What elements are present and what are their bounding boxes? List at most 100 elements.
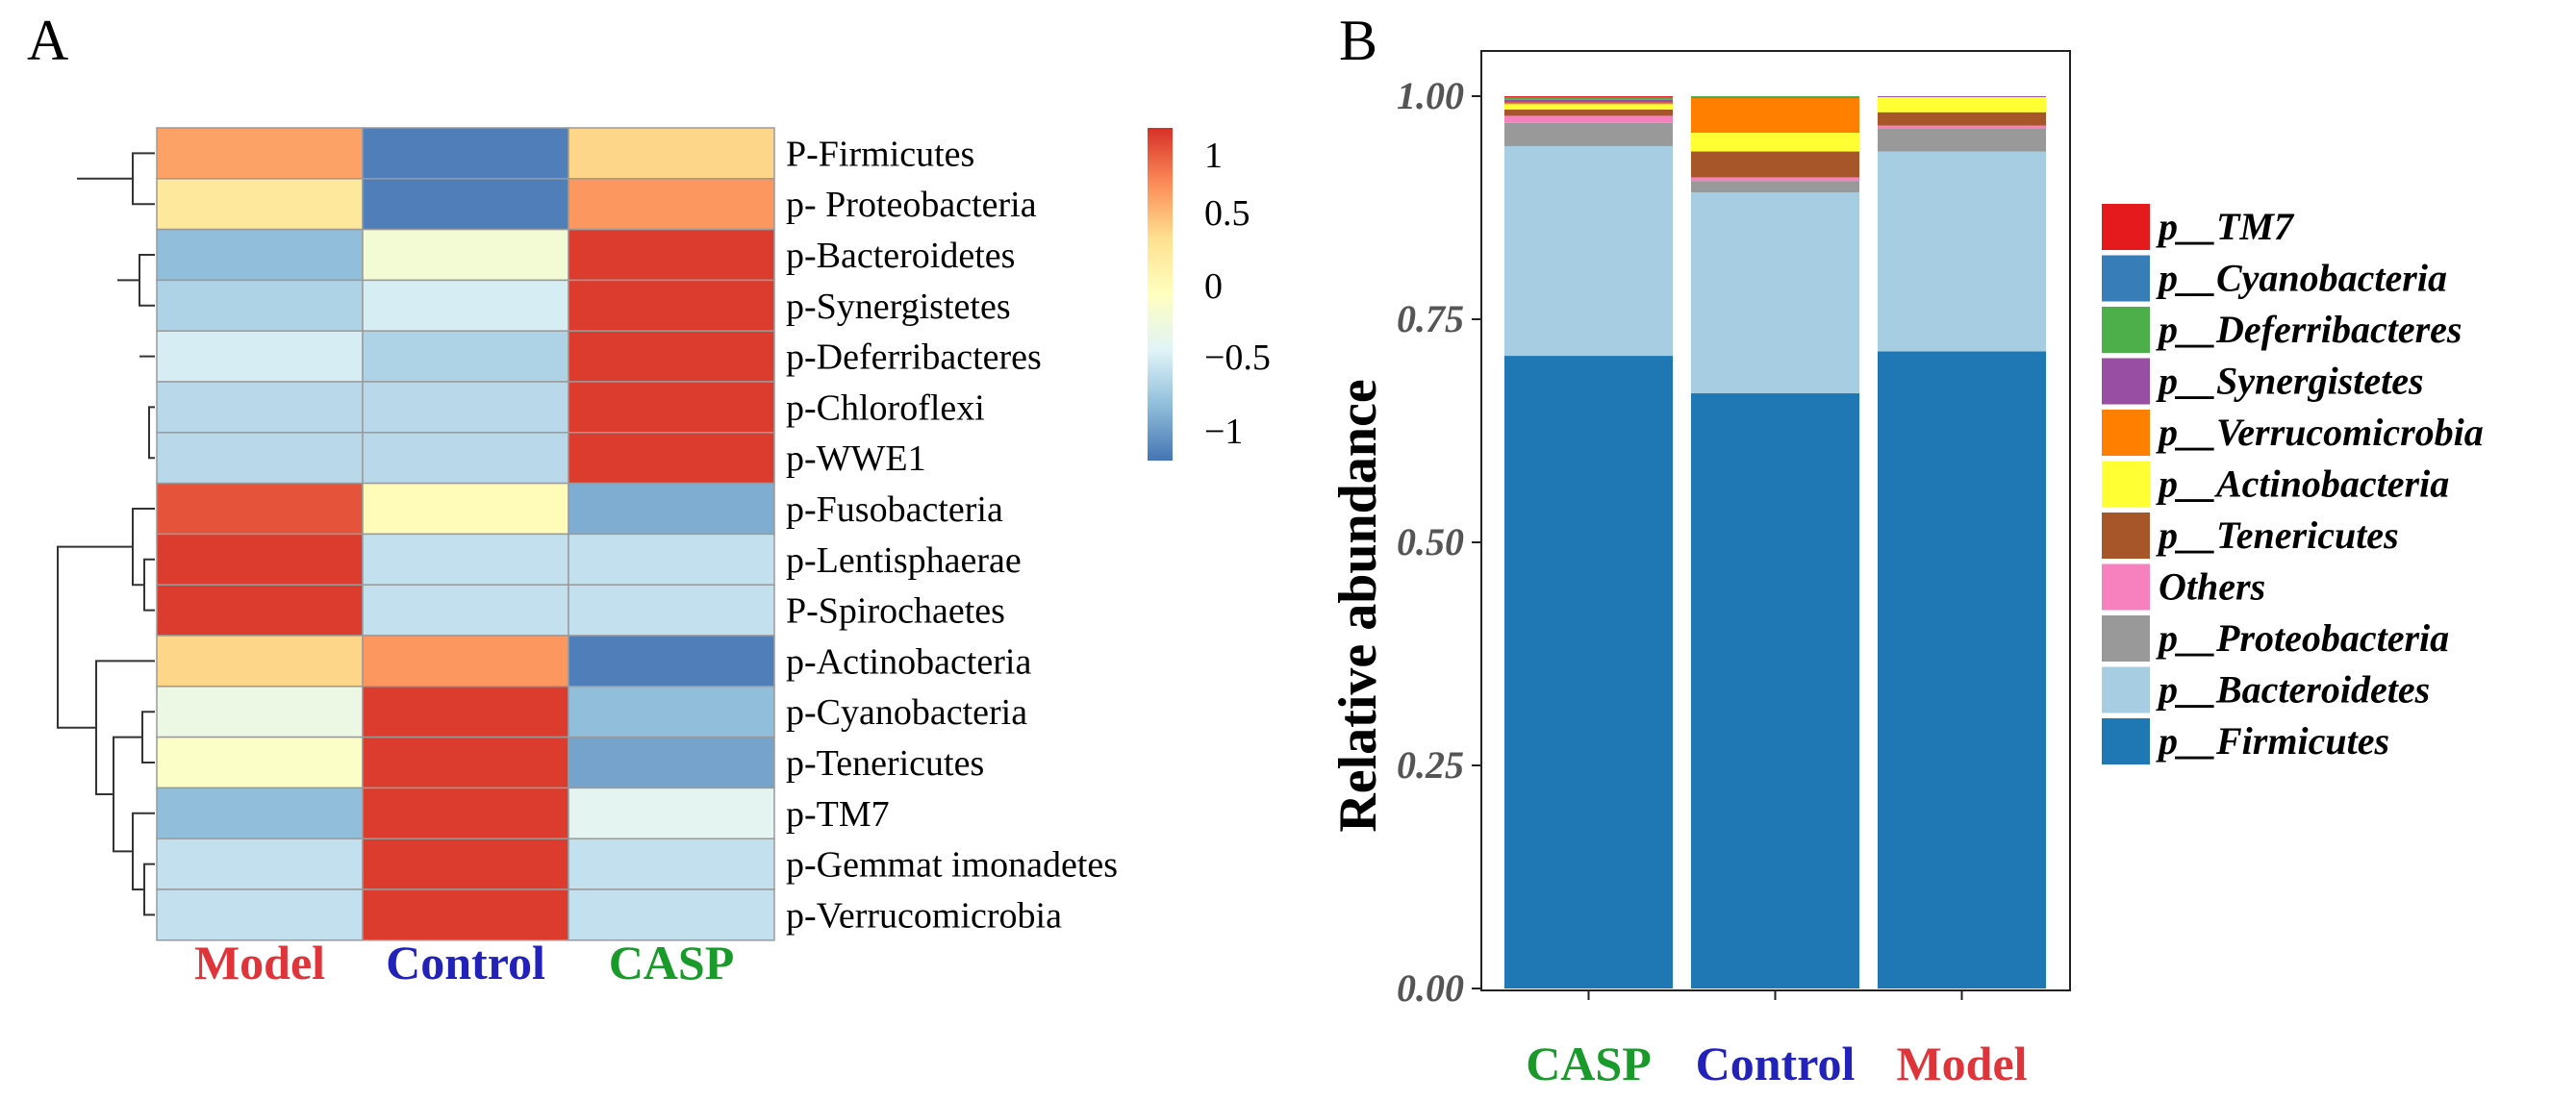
legend-swatch bbox=[2102, 718, 2150, 764]
y-tick-label: 0.75 bbox=[1397, 297, 1464, 340]
heatmap-cell bbox=[156, 635, 364, 688]
bar-segment bbox=[1504, 102, 1673, 105]
heatmap-cell bbox=[362, 482, 569, 536]
heatmap-cell bbox=[362, 686, 569, 738]
color-scale-bar bbox=[1148, 128, 1173, 461]
heatmap-cell bbox=[156, 432, 364, 485]
heatmap-cell bbox=[568, 533, 775, 586]
color-scale-tick: −1 bbox=[1204, 412, 1243, 452]
heatmap-row-label: p-Fusobacteria bbox=[786, 489, 1003, 530]
heatmap-color-legend: 1 0.5 0 −0.5 −1 bbox=[1148, 128, 1271, 461]
heatmap-cell bbox=[362, 279, 569, 332]
heatmap-row-labels: P-Firmicutes p- Proteobacteria p-Bacteroid… bbox=[786, 134, 1118, 936]
heatmap-cell bbox=[156, 381, 364, 434]
heatmap-cell bbox=[156, 736, 364, 789]
color-scale-tick: 0.5 bbox=[1204, 193, 1250, 234]
heatmap-cell bbox=[362, 228, 569, 282]
bar-segment bbox=[1878, 112, 2046, 126]
x-axis: CASP Control Model bbox=[1526, 990, 2028, 1090]
legend-label: p__Verrucomicrobia bbox=[2156, 411, 2484, 454]
heatmap-cell bbox=[362, 533, 569, 586]
legend-label: p__Actinobacteria bbox=[2156, 463, 2449, 506]
bar-stacks bbox=[1504, 96, 2046, 989]
heatmap-row-label: p-Deferribacteres bbox=[786, 338, 1042, 378]
bar-segment bbox=[1504, 97, 1673, 100]
legend-swatch bbox=[2102, 513, 2150, 559]
legend-swatch bbox=[2102, 666, 2150, 713]
heatmap-cell bbox=[568, 228, 775, 282]
bar-segment bbox=[1504, 96, 1673, 98]
stacked-bar-panel: 0.00 0.25 0.50 0.75 1.00 CASP Control Model Re… bbox=[1328, 50, 2484, 1090]
bar-segment bbox=[1691, 393, 1859, 988]
panel-a-label: A bbox=[27, 9, 68, 72]
bar-legend: p__TM7 p__Cyanobacteria p__Deferribacteres… bbox=[2102, 204, 2484, 764]
heatmap-cell bbox=[362, 888, 569, 941]
legend-swatch bbox=[2102, 615, 2150, 662]
legend-swatch bbox=[2102, 563, 2150, 611]
y-tick-label: 0.50 bbox=[1397, 520, 1464, 563]
heatmap-cell bbox=[568, 432, 775, 485]
heatmap-row-label: p-TM7 bbox=[786, 794, 890, 835]
bar-segment bbox=[1691, 177, 1859, 182]
heatmap-cell bbox=[362, 432, 569, 485]
heatmap-panel: P-Firmicutes p- Proteobacteria p-Bacteroid… bbox=[58, 128, 1271, 989]
heatmap-cell bbox=[156, 787, 364, 839]
bar-segment bbox=[1504, 109, 1673, 116]
heatmap-cell bbox=[362, 330, 569, 383]
heatmap-row-label: p-WWE1 bbox=[786, 438, 926, 479]
bar-segment bbox=[1878, 96, 2046, 97]
heatmap-cells bbox=[156, 127, 775, 941]
bar-segment bbox=[1691, 192, 1859, 394]
bar-segment bbox=[1691, 96, 1859, 98]
heatmap-row-label: p-Lentisphaerae bbox=[786, 540, 1022, 581]
heatmap-cell bbox=[156, 482, 364, 536]
heatmap-cell bbox=[156, 127, 364, 180]
heatmap-cell bbox=[156, 533, 364, 586]
bar-segment bbox=[1878, 351, 2046, 989]
heatmap-row-label: p-Tenericutes bbox=[786, 743, 984, 784]
x-tick-label: CASP bbox=[1526, 1037, 1652, 1090]
heatmap-cell bbox=[568, 381, 775, 434]
heatmap-cell bbox=[568, 686, 775, 738]
bar-segment bbox=[1504, 122, 1673, 146]
legend-swatch bbox=[2102, 204, 2150, 250]
legend-label: p__Proteobacteria bbox=[2156, 616, 2449, 660]
legend-label: p__Deferribacteres bbox=[2156, 308, 2462, 351]
legend-swatch bbox=[2102, 358, 2150, 405]
heatmap-column-label: Model bbox=[194, 936, 325, 989]
dendrogram-branch bbox=[95, 660, 155, 795]
heatmap-row-label: p-Actinobacteria bbox=[786, 641, 1031, 682]
legend-label: p__Tenericutes bbox=[2156, 513, 2399, 557]
dendrogram-branch bbox=[132, 152, 155, 206]
bar-segment bbox=[1691, 96, 1859, 97]
dendrogram-branch bbox=[143, 558, 155, 612]
dendrogram-branch bbox=[57, 545, 133, 729]
bar-segment bbox=[1878, 151, 2046, 352]
heatmap-cell bbox=[156, 838, 364, 890]
legend-swatch bbox=[2102, 410, 2150, 456]
dendrogram-branch bbox=[148, 406, 155, 460]
heatmap-row-label: p-Verrucomicrobia bbox=[786, 895, 1062, 936]
legend-label: p__Cyanobacteria bbox=[2156, 257, 2447, 300]
bar-segment bbox=[1504, 115, 1673, 123]
heatmap-cell bbox=[568, 178, 775, 231]
panel-b-label: B bbox=[1339, 9, 1377, 72]
bar-segment bbox=[1878, 96, 2046, 113]
y-axis: 0.00 0.25 0.50 0.75 1.00 bbox=[1397, 74, 1481, 1010]
bar-segment bbox=[1691, 97, 1859, 134]
y-tick-label: 1.00 bbox=[1397, 74, 1464, 117]
heatmap-row-label: p-Bacteroidetes bbox=[786, 236, 1015, 276]
heatmap-cell bbox=[568, 279, 775, 332]
heatmap-column-label: Control bbox=[386, 936, 545, 989]
heatmap-cell bbox=[156, 888, 364, 941]
dendrogram-branch bbox=[143, 863, 155, 916]
heatmap-cell bbox=[362, 787, 569, 839]
heatmap-row-label: p- Proteobacteria bbox=[786, 185, 1037, 225]
heatmap-row-label: p-Synergistetes bbox=[786, 287, 1011, 327]
legend-label: p__TM7 bbox=[2156, 205, 2295, 248]
row-dendrogram bbox=[57, 152, 155, 916]
heatmap-cell bbox=[156, 686, 364, 738]
y-axis-label: Relative abundance bbox=[1328, 379, 1388, 832]
heatmap-row-label: p-Gemmat imonadetes bbox=[786, 845, 1118, 886]
